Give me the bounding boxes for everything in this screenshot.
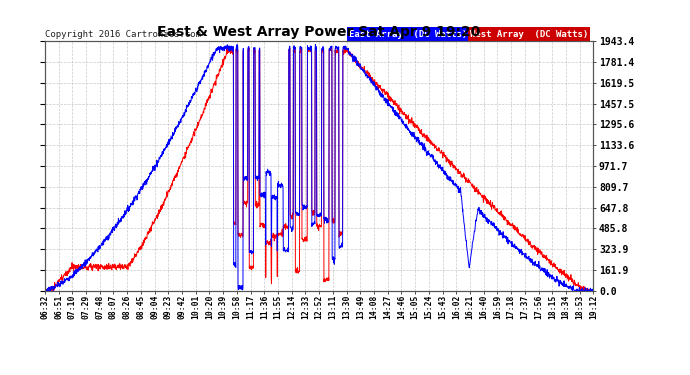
- Text: East Array  (DC Watts): East Array (DC Watts): [349, 30, 468, 39]
- Text: West Array  (DC Watts): West Array (DC Watts): [470, 30, 589, 39]
- Title: East & West Array Power Sat Apr 9 19:20: East & West Array Power Sat Apr 9 19:20: [157, 25, 481, 39]
- Text: Copyright 2016 Cartronics.com: Copyright 2016 Cartronics.com: [45, 30, 201, 39]
